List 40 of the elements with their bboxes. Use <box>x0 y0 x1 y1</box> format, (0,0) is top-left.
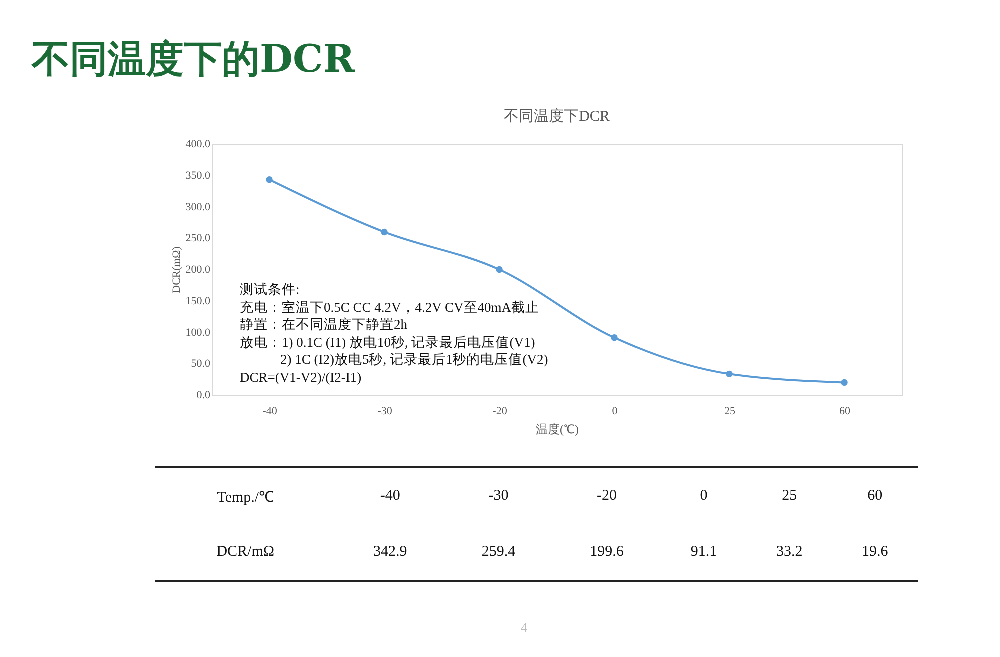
x-tick-label: 60 <box>840 406 851 418</box>
annotation: DCR=(V1-V2)/(I2-I1) <box>240 370 362 384</box>
text: 342.9 <box>372 542 408 562</box>
y-axis-title: DCR(mΩ) <box>170 246 183 294</box>
x-tick-label: -20 <box>492 406 508 418</box>
text: 259.4 <box>480 542 517 562</box>
text: Temp./℃ <box>216 488 276 508</box>
y-tick-label: 50.0 <box>191 358 211 370</box>
category-label: -40 <box>380 488 400 504</box>
annotation: 2) 1C (I2)放电5秒, 记录最后1秒的电压值(V2) <box>280 352 548 367</box>
annotation: 充电：室温下0.5C CC 4.2V，4.2V CV至40mA截止 <box>240 300 540 314</box>
annotation: 放电：1) 0.1C (I1) 放电10秒, 记录最后电压值(V1) <box>240 334 536 350</box>
annotation: 静置：在不同温度下静置2h <box>240 317 408 332</box>
text: 19.6 <box>861 542 890 562</box>
category-label: 25 <box>782 488 798 504</box>
x-tick-label: -30 <box>378 406 393 418</box>
category-label: -30 <box>488 488 509 504</box>
x-tick-label: -40 <box>262 406 278 418</box>
chart-title: 不同温度下的DCR <box>32 35 355 83</box>
category-label: -20 <box>597 488 618 504</box>
text: 91.1 <box>690 542 718 562</box>
y-tick-label: 100.0 <box>186 326 211 339</box>
x-axis-title: 温度(℃) <box>536 422 579 436</box>
chart-subtitle: 不同温度下DCR <box>504 108 610 125</box>
category-label: 0 <box>700 488 708 504</box>
x-tick-label: 25 <box>724 406 736 418</box>
y-tick-label: 400.0 <box>186 138 211 150</box>
text: 199.6 <box>589 542 625 562</box>
y-tick-label: 250.0 <box>186 232 211 245</box>
annotation: 测试条件: <box>240 282 300 297</box>
text: 4 <box>521 620 528 636</box>
y-tick-label: 350.0 <box>186 170 211 182</box>
y-tick-label: 300.0 <box>186 201 211 214</box>
y-tick-label: 150.0 <box>186 295 211 308</box>
x-tick-label: 0 <box>612 406 618 418</box>
y-tick-label: 0.0 <box>196 390 211 402</box>
y-tick-label: 200.0 <box>186 264 211 276</box>
category-label: 60 <box>868 488 883 504</box>
text: DCR/mΩ <box>216 542 276 562</box>
text: 33.2 <box>775 542 804 562</box>
